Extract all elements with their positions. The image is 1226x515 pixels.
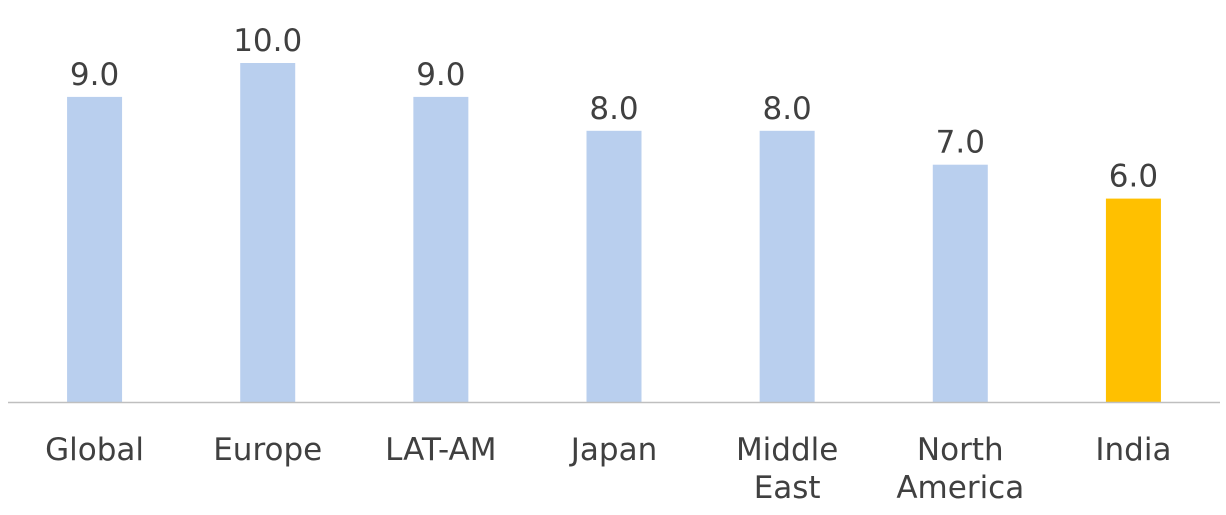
category-label-6: India [1095,432,1171,468]
category-label-line: Middle [736,432,838,468]
value-label-5: 7.0 [936,125,985,161]
bars-group [67,63,1161,403]
bar-3 [586,130,642,403]
category-label-line: America [896,470,1024,506]
category-label-5: North America [896,432,1024,506]
category-label-3: Japan [569,432,657,468]
category-label-line: North [917,432,1004,468]
category-label-2: LAT-AM [385,432,496,468]
value-labels-group: 9.0 10.0 9.0 8.0 8.0 7.0 6.0 [70,23,1158,195]
value-label-3: 8.0 [589,91,638,127]
category-label-line: Global [45,432,144,468]
category-label-1: Europe [213,432,322,468]
value-label-1: 10.0 [233,23,302,59]
category-labels-group: Global Europe LAT-AM Japan Middle East North Am… [45,432,1171,506]
category-label-0: Global [45,432,144,468]
value-label-2: 9.0 [416,57,465,93]
bar-0 [67,96,123,403]
category-label-line: Europe [213,432,322,468]
bar-5 [932,164,988,402]
bar-6 [1105,198,1161,402]
category-label-line: East [754,470,821,506]
category-label-line: India [1095,432,1171,468]
bar-1 [240,63,296,402]
bar-4 [759,130,815,403]
value-label-6: 6.0 [1109,159,1158,195]
category-label-line: Japan [569,432,657,468]
category-label-4: Middle East [736,432,838,506]
category-label-line: LAT-AM [385,432,496,468]
value-label-0: 9.0 [70,57,119,93]
bar-2 [413,96,469,403]
value-label-4: 8.0 [762,91,811,127]
